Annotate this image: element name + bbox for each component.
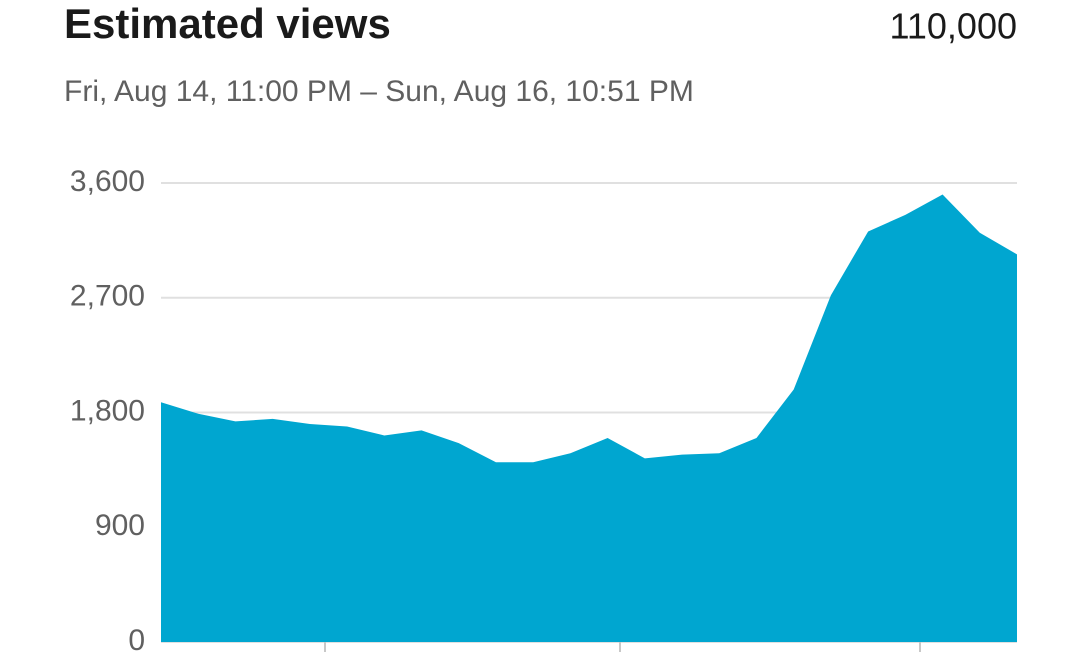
y-tick-label: 1,800 — [70, 394, 145, 427]
y-tick-label: 2,700 — [70, 280, 145, 313]
y-tick-label: 900 — [95, 509, 145, 542]
y-tick-label: 0 — [128, 624, 145, 657]
total-views: 110,000 — [890, 6, 1017, 47]
chart-title: Estimated views — [64, 0, 391, 47]
y-tick-label: 3,600 — [70, 165, 145, 198]
area — [161, 194, 1017, 642]
chart-subtitle: Fri, Aug 14, 11:00 PM – Sun, Aug 16, 10:… — [64, 75, 694, 108]
